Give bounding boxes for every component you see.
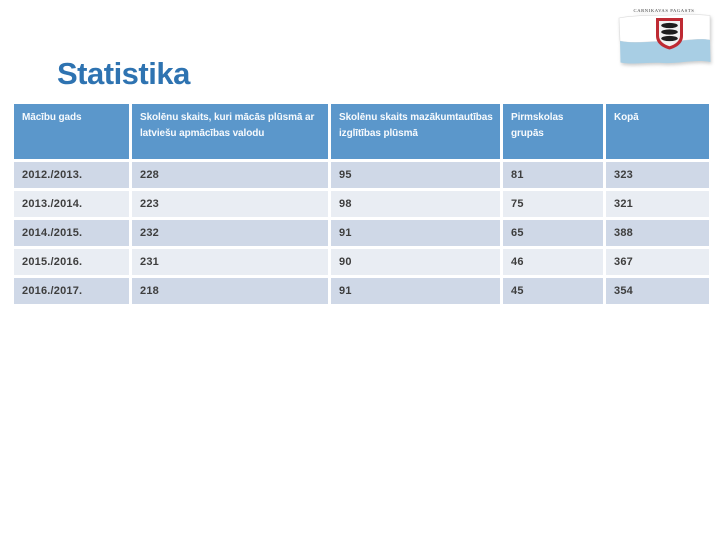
total-cell: 367 [606,249,709,278]
flag-crest-icon: CARNIKAVAS PAGASTS [618,8,711,64]
column-header-macibu-gads: Mācību gads [14,104,132,162]
table-row: 2013./2014. 223 98 75 321 [14,191,709,220]
total-cell: 323 [606,162,709,191]
value-cell: 232 [132,220,331,249]
flag-blue-band [620,39,711,64]
value-cell: 45 [503,278,606,307]
logo-caption: CARNIKAVAS PAGASTS [634,8,695,13]
year-cell: 2013./2014. [14,191,132,220]
statistics-table: Mācību gads Skolēnu skaits, kuri mācās p… [14,104,709,307]
page-title: Statistika [57,56,190,91]
total-cell: 321 [606,191,709,220]
total-cell: 388 [606,220,709,249]
value-cell: 91 [331,220,503,249]
value-cell: 75 [503,191,606,220]
table-row: 2012./2013. 228 95 81 323 [14,162,709,191]
column-header-kopa: Kopā [606,104,709,162]
lamprey-top [661,22,678,29]
year-cell: 2012./2013. [14,162,132,191]
column-header-pirmskolas-grupas: Pirmskolas grupās [503,104,606,162]
value-cell: 81 [503,162,606,191]
school-logo: CARNIKAVAS PAGASTS [614,2,714,68]
table-header-row: Mācību gads Skolēnu skaits, kuri mācās p… [14,104,709,162]
value-cell: 98 [331,191,503,220]
value-cell: 218 [132,278,331,307]
lamprey-middle [661,29,678,35]
value-cell: 223 [132,191,331,220]
value-cell: 231 [132,249,331,278]
table-row: 2015./2016. 231 90 46 367 [14,249,709,278]
year-cell: 2015./2016. [14,249,132,278]
value-cell: 95 [331,162,503,191]
lamprey-bottom [661,35,678,42]
value-cell: 46 [503,249,606,278]
year-cell: 2014./2015. [14,220,132,249]
total-cell: 354 [606,278,709,307]
year-cell: 2016./2017. [14,278,132,307]
table-row: 2014./2015. 232 91 65 388 [14,220,709,249]
value-cell: 228 [132,162,331,191]
value-cell: 65 [503,220,606,249]
value-cell: 90 [331,249,503,278]
column-header-latviesu-plusma: Skolēnu skaits, kuri mācās plūsmā ar lat… [132,104,331,162]
value-cell: 91 [331,278,503,307]
column-header-mazakumtautibas-plusma: Skolēnu skaits mazākumtautības izglītība… [331,104,503,162]
table-row: 2016./2017. 218 91 45 354 [14,278,709,307]
